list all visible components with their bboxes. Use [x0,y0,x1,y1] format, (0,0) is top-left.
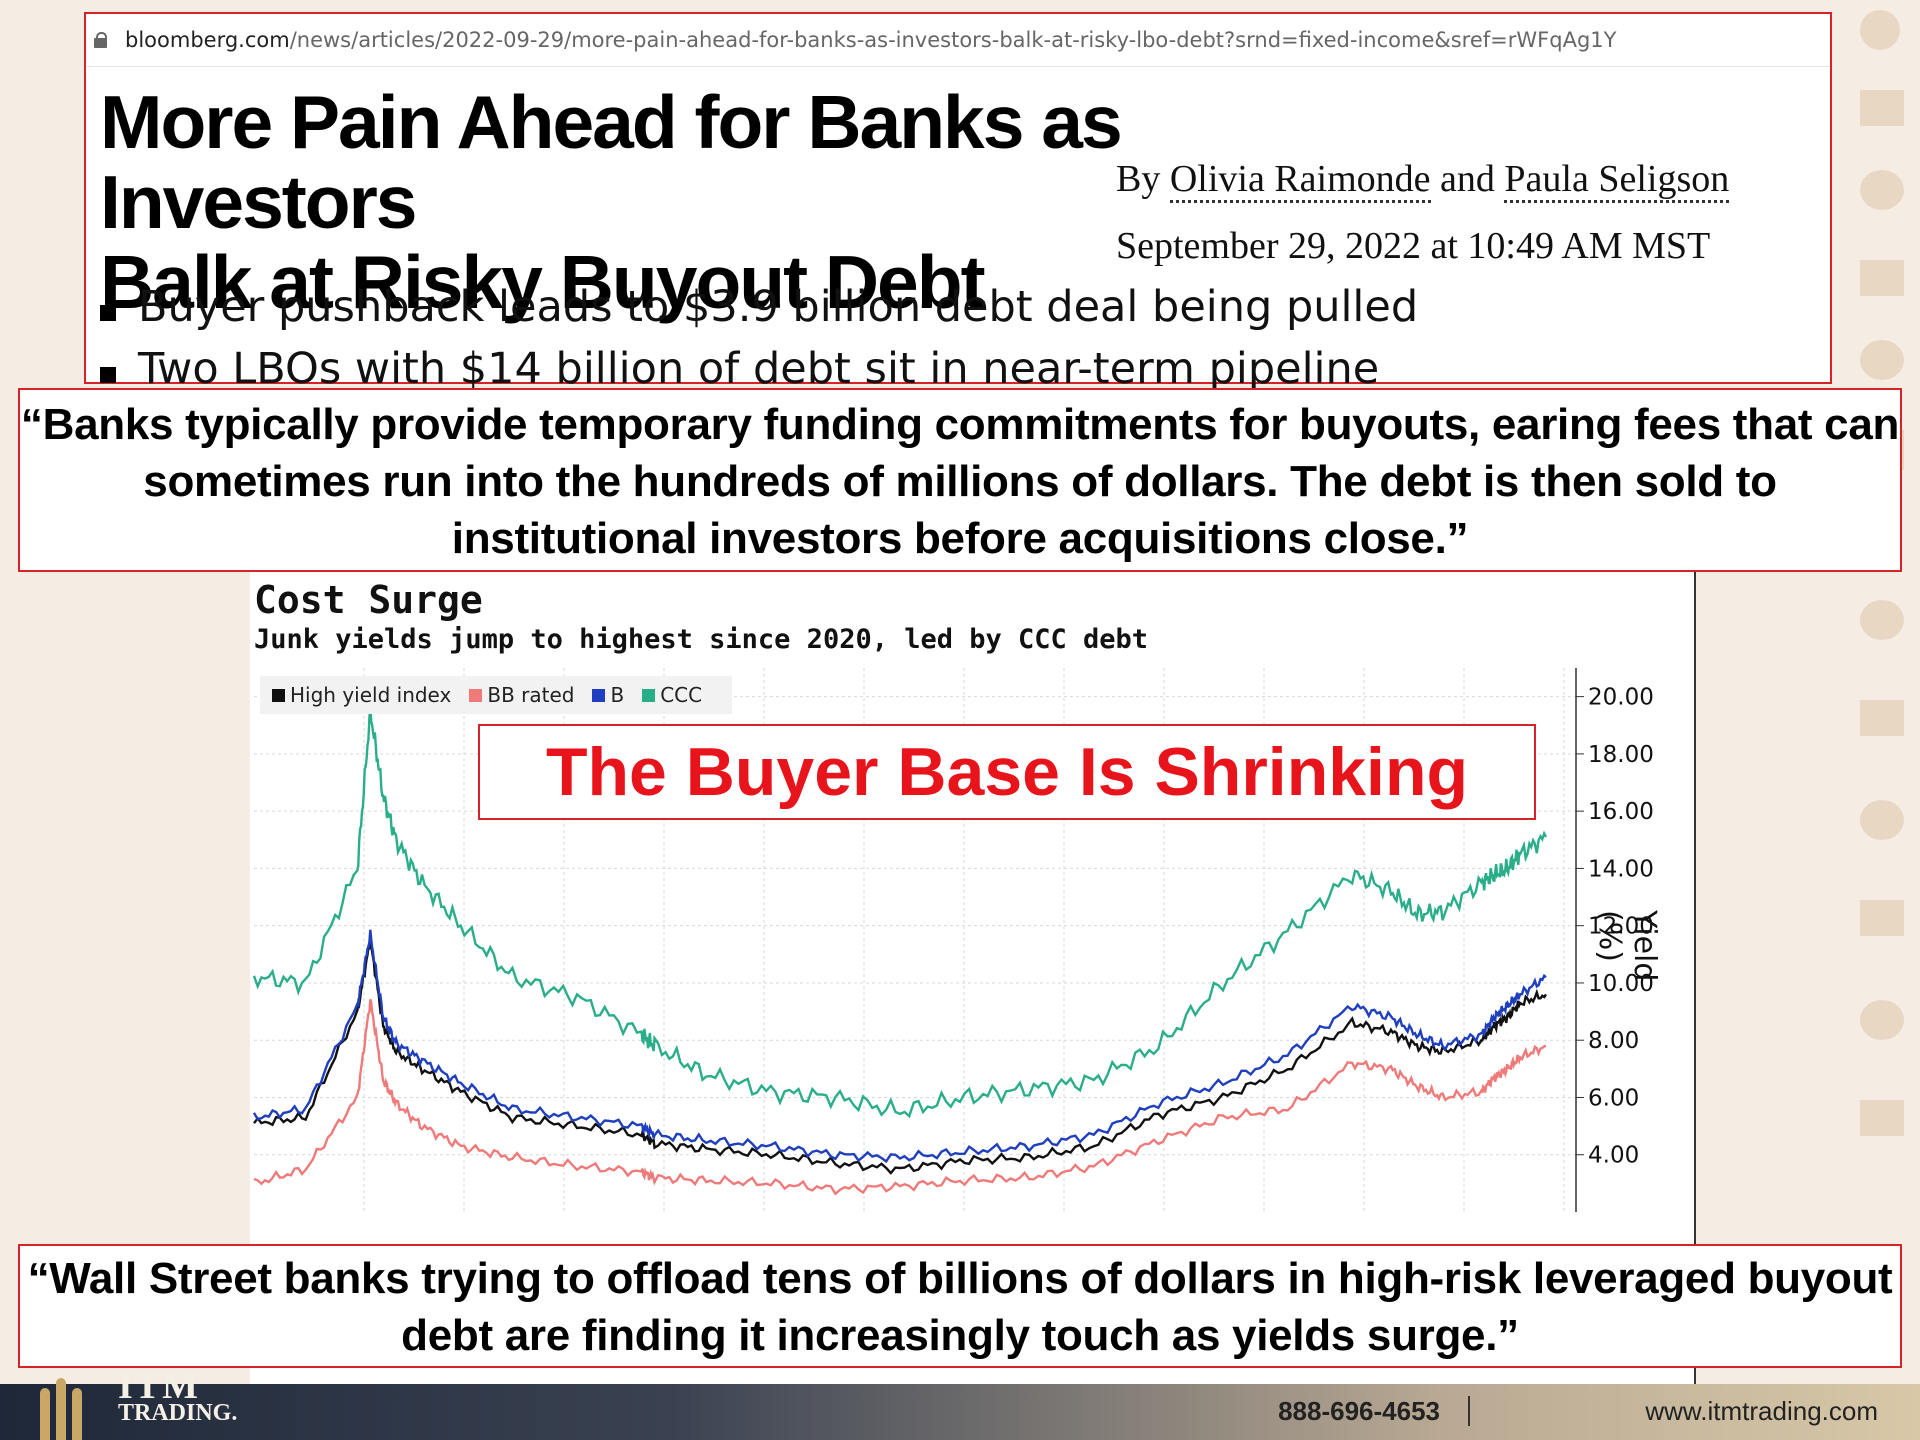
chart-subtitle: Junk yields jump to highest since 2020, … [254,624,1149,655]
legend-swatch [592,688,606,702]
legend-item-ccc: CCC [642,683,702,707]
author-link-1[interactable]: Olivia Raimonde [1169,158,1431,203]
legend-swatch [469,688,483,702]
y-tick-label: 6.00 [1588,1085,1639,1111]
footer-website[interactable]: www.itmtrading.com [1645,1396,1878,1426]
article-screenshot: bloomberg.com/news/articles/2022-09-29/m… [84,12,1832,394]
bullet-text: Buyer pushback leads to $3.9 billion deb… [138,282,1419,332]
url-bar[interactable]: bloomberg.com/news/articles/2022-09-29/m… [86,14,1830,67]
series-line-b [252,929,1547,1164]
lock-icon [94,32,107,48]
decorative-shapes [1830,0,1920,1380]
url-path: /news/articles/2022-09-29/more-pain-ahea… [289,28,1617,52]
series-line-ccc [252,702,1548,1119]
overlay-callout: The Buyer Base Is Shrinking [478,724,1536,820]
bullet-item: Buyer pushback leads to $3.9 billion deb… [100,276,1418,338]
bullet-icon [100,305,116,321]
y-tick-label: 16.00 [1588,799,1654,825]
byline-prefix: By [1116,158,1161,200]
footer-divider [1468,1396,1470,1426]
quote-bottom: “Wall Street banks trying to offload ten… [18,1244,1902,1368]
article-headline: More Pain Ahead for Banks as Investors B… [100,82,1140,322]
y-tick-label: 18.00 [1588,742,1654,768]
author-link-2[interactable]: Paula Seligson [1504,158,1730,203]
legend-label: High yield index [290,683,452,707]
bullet-list: Buyer pushback leads to $3.9 billion deb… [100,276,1418,400]
y-tick-label: 10.00 [1588,971,1654,997]
logo-subtext: TRADING. [118,1400,238,1426]
logo-wordmark: ITM [118,1365,200,1407]
y-tick-label: 12.00 [1588,914,1654,940]
byline-and: and [1440,158,1495,200]
bullet-item: Two LBOs with $14 billion of debt sit in… [100,338,1418,400]
headline-line-2: Balk at Risky Buyout Debt [100,240,986,324]
y-axis-label: Yield (%) [1592,910,1662,982]
chart-legend: High yield index BB rated B CCC [260,676,733,714]
legend-swatch [642,688,656,702]
legend-item-bb: BB rated [469,683,574,707]
series-line-bb-rated [253,999,1547,1196]
headline-line-1: More Pain Ahead for Banks as Investors [100,80,1123,244]
itm-logo-icon [40,1372,98,1440]
legend-item-high-yield: High yield index [272,683,451,707]
y-tick-label: 20.00 [1588,685,1654,711]
legend-swatch [272,688,285,702]
quote-top: “Banks typically provide temporary fundi… [18,388,1902,572]
y-tick-label: 4.00 [1588,1143,1639,1169]
bullet-text: Two LBOs with $14 billion of debt sit in… [138,344,1380,394]
legend-label: BB rated [487,683,575,707]
footer-bar: ITM TRADING. 888-696-4653 www.itmtrading… [0,1365,1920,1440]
legend-item-b: B [592,683,624,707]
byline: By Olivia Raimonde and Paula Seligson [1116,156,1836,203]
url-domain: bloomberg.com [125,28,290,52]
legend-label: CCC [660,683,703,707]
legend-label: B [610,683,625,707]
footer-phone[interactable]: 888-696-4653 [1278,1396,1440,1426]
bullet-icon [100,367,116,383]
article-date: September 29, 2022 at 10:49 AM MST [1116,225,1711,267]
y-tick-label: 8.00 [1588,1028,1639,1054]
y-tick-label: 14.00 [1588,856,1654,882]
chart-title: Cost Surge [254,578,483,622]
